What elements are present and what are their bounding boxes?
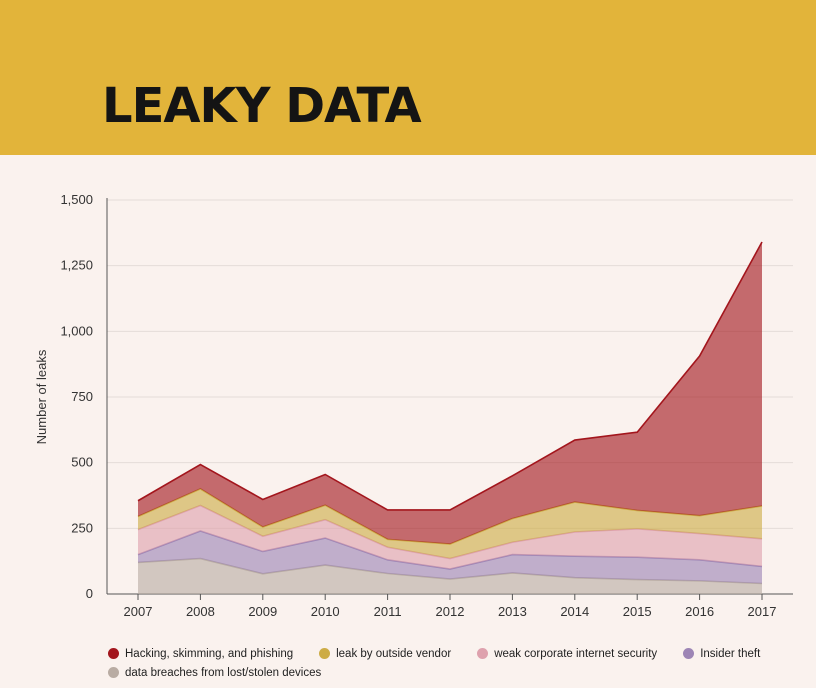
- legend-item-hacking-skimming-and-phishing: Hacking, skimming, and phishing: [108, 646, 293, 661]
- legend-label: data breaches from lost/stolen devices: [125, 666, 322, 679]
- x-tick-label: 2008: [186, 604, 215, 619]
- page-title: LEAKY DATA: [102, 78, 422, 134]
- x-tick-label: 2011: [374, 604, 402, 619]
- x-tick-label: 2010: [311, 604, 340, 619]
- y-tick-label: 1,000: [60, 323, 93, 338]
- x-tick-label: 2013: [498, 604, 527, 619]
- legend-item-insider-theft: Insider theft: [683, 646, 760, 661]
- legend-label: weak corporate internet security: [494, 647, 658, 660]
- y-tick-label: 750: [71, 389, 93, 404]
- area-data-breaches-from-lost-stolen-devices: [138, 558, 762, 594]
- legend-label: Hacking, skimming, and phishing: [125, 647, 294, 660]
- area-hacking-skimming-and-phishing: [138, 242, 762, 545]
- area-weak-corporate-internet-security: [138, 505, 762, 570]
- y-tick-label: 1,250: [60, 258, 93, 273]
- legend-swatch: [319, 648, 331, 659]
- x-tick-label: 2016: [685, 604, 714, 619]
- y-tick-label: 1,500: [60, 192, 93, 207]
- header-banner: [0, 0, 816, 155]
- legend-swatch: [108, 667, 119, 678]
- y-tick-label: 500: [71, 455, 93, 470]
- legend-item-data-breaches-from-lost-stolen-devices: data breaches from lost/stolen devices: [108, 665, 321, 680]
- x-tick-label: 2009: [248, 604, 277, 619]
- legend-swatch: [477, 648, 489, 659]
- x-tick-label: 2017: [748, 604, 777, 619]
- legend-item-weak-corporate-internet-security: weak corporate internet security: [477, 646, 657, 661]
- legend-label: Insider theft: [700, 647, 761, 660]
- y-tick-label: 250: [71, 520, 93, 535]
- legend-item-leak-by-outside-vendor: leak by outside vendor: [319, 646, 451, 661]
- x-tick-label: 2015: [623, 604, 652, 619]
- line-hacking-skimming-and-phishing: [137, 241, 763, 511]
- y-axis-label: Number of leaks: [34, 349, 49, 444]
- x-tick-label: 2012: [436, 604, 465, 619]
- legend-label: leak by outside vendor: [336, 647, 452, 660]
- legend-swatch: [683, 648, 695, 659]
- legend-swatch: [108, 648, 119, 659]
- y-tick-label: 0: [86, 586, 93, 601]
- x-tick-label: 2007: [124, 604, 153, 619]
- x-tick-label: 2014: [560, 604, 589, 619]
- area-insider-theft: [138, 530, 762, 584]
- chart-legend: Hacking, skimming, and phishing leak by o…: [108, 646, 788, 680]
